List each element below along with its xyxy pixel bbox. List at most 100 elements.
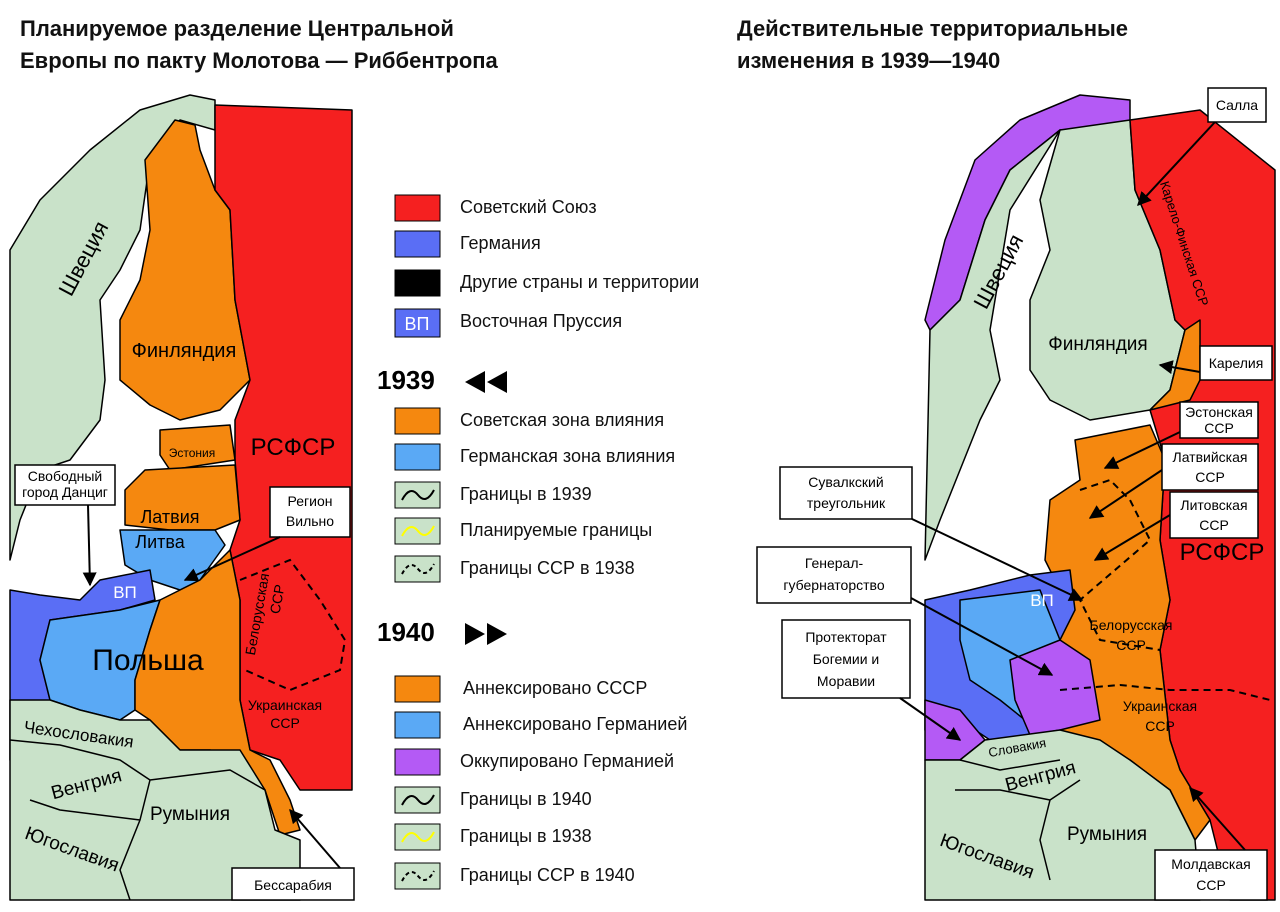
latvia [124,464,241,531]
sweden [924,129,1061,561]
callout-text: ССР [1204,420,1234,436]
callout-bessarabia: Бессарабия [231,808,355,901]
legend-text: Оккупировано Германией [460,751,674,771]
title-line: Планируемое разделение Центральной [20,16,454,41]
callout-text: Латвийская [1173,449,1248,465]
swatch [394,230,441,258]
title-line: Действительные территориальные [737,16,1128,41]
swatch-line [401,870,435,882]
swatch-line [401,489,435,501]
swatch [394,407,441,435]
label: Финляндия [132,340,237,362]
legend-text: Германия [460,233,541,253]
legend-text: Советский Союз [460,197,597,217]
label: РСФСР [1180,539,1265,566]
section-title: 1939 [377,365,435,395]
callout-text: ССР [1199,517,1229,533]
legend-text: Планируемые границы [460,520,652,540]
callout-text: город Данциг [22,484,108,500]
title-line: Европы по пакту Молотова — Риббентропа [20,48,499,73]
right-title: Действительные территориальные изменения… [737,16,1128,73]
swatch-line [401,794,435,806]
ssr-border [239,558,347,692]
swatch-line [401,525,435,537]
next-button[interactable] [465,623,507,645]
callout-text: Эстонская [1185,404,1253,420]
legend-text: Границы в 1939 [460,484,592,504]
callout-text: Сувалкский [808,474,883,490]
callout-latvia: Латвийская ССР [1088,443,1259,519]
label: Эстония [169,446,216,460]
section-title: 1940 [377,617,435,647]
label: Литва [135,532,185,552]
swatch-line [401,563,435,575]
label: Белорусская [1090,617,1173,633]
callout-text: Молдавская [1171,856,1251,872]
callout-suwalki: Сувалкский треугольник [779,466,1084,601]
callout-text: треугольник [807,495,886,511]
label: Украинская [1123,698,1197,714]
swatch [394,711,441,739]
legend-text: Германская зона влияния [460,446,675,466]
title-line: изменения в 1939—1940 [737,48,1000,73]
callout-danzig: Свободный город Данциг [14,464,116,587]
borders [955,759,1081,881]
legend-text: Другие страны и территории [460,272,699,292]
finland [119,119,251,421]
callout-text: ССР [1195,469,1225,485]
callout-estonia: Эстонская ССР [1103,401,1259,469]
label: РСФСР [251,434,336,461]
callout-protectorate: Протекторат Богемии и Моравии [781,619,962,741]
label: ССР [267,583,288,615]
swatch [394,675,441,703]
right-map: Швеция Финляндия Карело-Финская ССР РСФС… [756,87,1276,901]
callout-karelia: Карелия [1158,345,1273,381]
callout-text: Протекторат [805,629,887,645]
legend-text: Границы в 1940 [460,789,592,809]
swatch [394,308,441,338]
label: Финляндия [1048,334,1147,355]
label: ВП [113,583,137,602]
legend: Советский Союз Германия Другие страны и … [377,194,699,890]
callout-text: Карелия [1209,355,1264,371]
borders [9,739,266,901]
label: ССР [1145,718,1175,734]
callout-text: губернаторство [783,577,884,593]
label: ССР [270,715,300,731]
legend-text: Восточная Пруссия [460,311,622,331]
estonia [159,424,236,471]
callout-text: Генерал- [805,555,864,571]
callout-text: Свободный [28,468,102,484]
left-title: Планируемое разделение Центральной Европ… [20,16,499,73]
karelia [1149,319,1201,411]
callout-salla: Салла [1137,87,1267,207]
legend-text: Границы ССР в 1940 [460,865,635,885]
legend-text: Границы ССР в 1938 [460,558,635,578]
swatch [394,748,441,776]
legend-text: Аннексировано СССР [463,678,647,698]
label: Румыния [150,804,230,825]
callout-text: Регион [288,493,333,509]
callout-moldavia: Молдавская ССР [1154,786,1268,901]
callout-text: Литовская [1180,497,1247,513]
callout-text: Бессарабия [254,877,332,893]
prev-button[interactable] [465,371,507,393]
label: Украинская [248,697,322,713]
swatch [394,443,441,471]
callout-text: Салла [1216,97,1258,113]
legend-text: Аннексировано Германией [463,714,687,734]
callout-text: Моравии [817,673,875,689]
swatch-text: ВП [405,314,430,334]
label: ССР [1116,637,1146,653]
callout-text: ССР [1196,877,1226,893]
swatch [394,269,441,297]
label: Польша [92,644,204,677]
callout-general-government: Генерал- губернаторство [756,546,1054,676]
swatch [394,194,441,222]
callout-lithuania: Литовская ССР [1093,491,1259,561]
legend-text: Советская зона влияния [460,410,664,430]
label: Румыния [1067,824,1147,845]
left-map: Швеция Финляндия Эстония Латвия Литва ВП… [9,94,355,901]
callout-text: Богемии и [813,651,880,667]
south [924,729,1201,901]
